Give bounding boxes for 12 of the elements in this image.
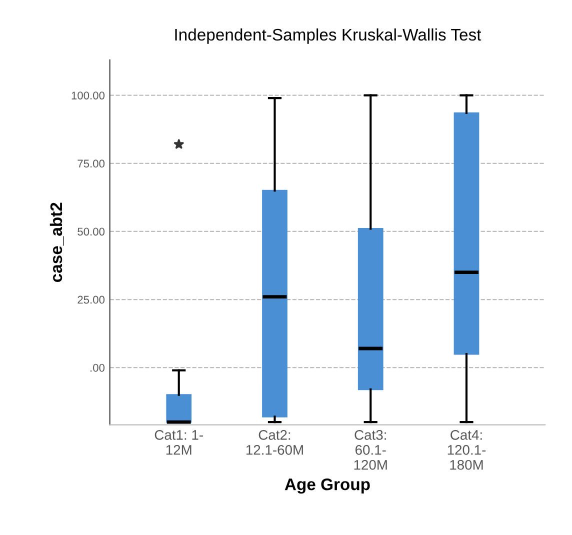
y-tick-label: 75.00 (78, 160, 105, 168)
chart-title: Independent-Samples Kruskal-Wallis Test (175, 28, 482, 44)
x-tick-label: Cat3: 60.1- 120M (354, 430, 387, 470)
y-tick-label: 100.00 (72, 92, 105, 100)
y-tick-label: .00 (90, 364, 105, 372)
y-axis-title: case_abt2 (50, 202, 64, 282)
x-tick-label: Cat2: 12.1-60M (246, 430, 303, 455)
x-tick-label: Cat4: 120.1- 180M (448, 430, 486, 470)
x-axis-title: Age Group (284, 478, 370, 494)
x-tick-label: Cat1: 1- 12M (154, 430, 203, 455)
y-tick-label: 25.00 (78, 296, 105, 304)
y-tick-label: 50.00 (78, 228, 105, 236)
